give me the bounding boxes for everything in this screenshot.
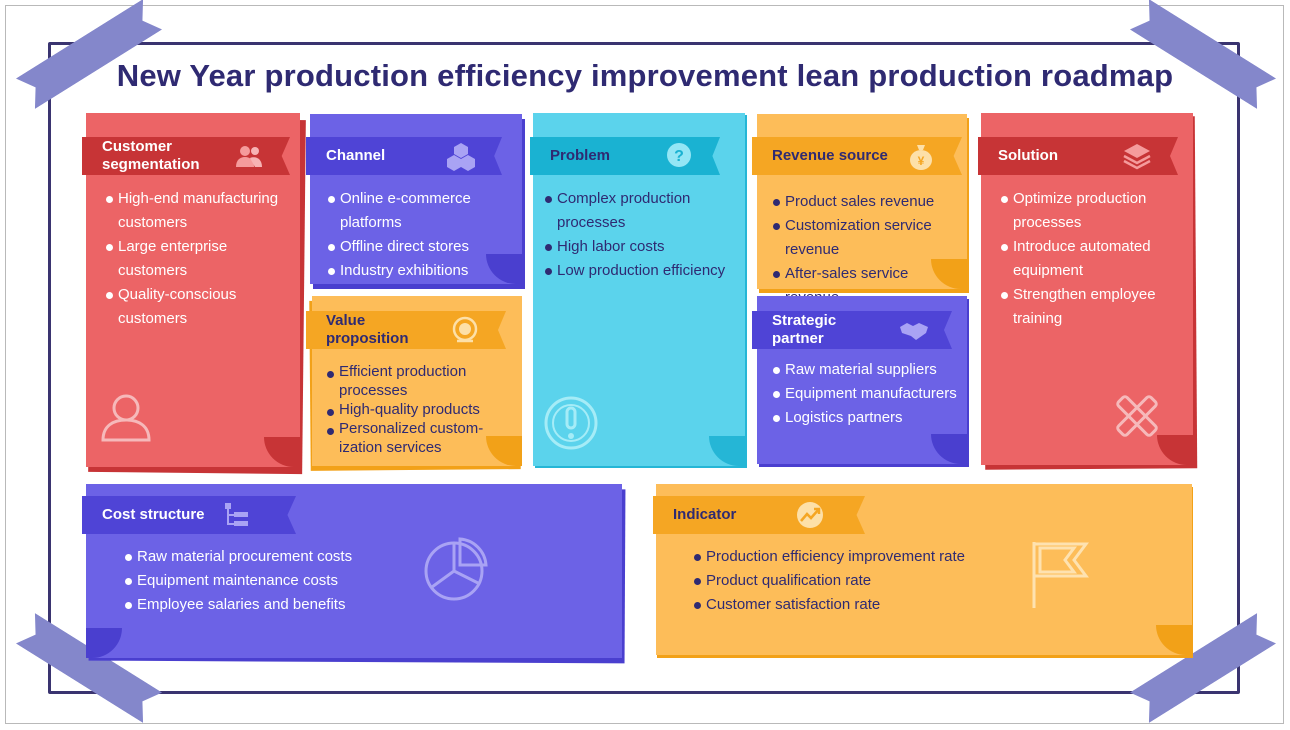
handshake-icon [900, 323, 928, 340]
tag-revenue-source: Revenue source ¥ [752, 137, 962, 175]
solution-label: Solution [998, 147, 1058, 164]
svg-text:?: ? [674, 148, 684, 165]
tag-value-proposition: Value proposition [306, 311, 506, 349]
question-bubble-icon: ? [667, 143, 691, 167]
person-outline-icon [101, 394, 151, 442]
list-item: Offline direct stores [328, 235, 508, 259]
list-item: High-end manufacturing customers [106, 187, 290, 235]
list-item: Product qualification rate [694, 569, 994, 593]
tools-icon [1116, 395, 1158, 437]
tag-solution: Solution [978, 137, 1178, 175]
list-item: Logistics partners [773, 406, 965, 430]
tag-strategic-partner: Strategic partner [752, 311, 952, 349]
indicator-list: Production efficiency improvement rate P… [694, 545, 994, 617]
list-item: Optimize production processes [1001, 187, 1186, 235]
list-item: Raw material suppliers [773, 358, 965, 382]
tag-channel: Channel [306, 137, 502, 175]
list-item: Low production efficiency [545, 259, 740, 283]
cost-structure-list: Raw material procurement costs Equipment… [125, 545, 415, 617]
strategic-partner-label: Strategic partner [772, 312, 837, 347]
value-proposition-label: Value proposition [326, 312, 409, 347]
customer-segmentation-label: Customer segmentation [102, 138, 200, 173]
board-frame [48, 42, 1240, 694]
list-item: Online e-commerce platforms [328, 187, 508, 235]
money-bag-icon: ¥ [910, 145, 932, 170]
revenue-source-label: Revenue source [772, 147, 888, 164]
list-item: Introduce automated equipment [1001, 235, 1186, 283]
pie-chart-icon [424, 537, 488, 601]
list-item: High-quality products [327, 400, 512, 419]
tag-customer-segmentation: Customer segmentation [82, 137, 290, 175]
tag-cost-structure: Cost structure [82, 496, 296, 534]
strategic-partner-list: Raw material suppliers Equipment manufac… [773, 358, 965, 430]
medal-icon [452, 316, 478, 343]
list-item: Employee salaries and benefits [125, 593, 415, 617]
cost-structure-label: Cost structure [102, 506, 205, 523]
svg-text:¥: ¥ [918, 154, 925, 168]
list-item: Personalized custom-ization services [327, 419, 512, 457]
flag-icon [1032, 542, 1089, 608]
customer-segmentation-list: High-end manufacturing customers Large e… [106, 187, 290, 331]
list-item: Industry exhibitions [328, 259, 508, 283]
list-item: Product sales revenue [773, 190, 965, 214]
problem-label: Problem [550, 147, 611, 164]
solution-list: Optimize production processes Introduce … [1001, 187, 1186, 331]
list-item: High labor costs [545, 235, 740, 259]
problem-list: Complex production processes High labor … [545, 187, 740, 283]
warning-circle-icon [544, 396, 598, 450]
list-item: Strengthen employee training [1001, 283, 1186, 331]
channel-label: Channel [326, 147, 386, 164]
list-item: Production efficiency improvement rate [694, 545, 994, 569]
list-item: Raw material procurement costs [125, 545, 415, 569]
value-proposition-list: Efficient production processes High-qual… [327, 362, 512, 457]
list-item: Customer satisfaction rate [694, 593, 994, 617]
page-title: New Year production efficiency improveme… [116, 58, 1174, 93]
list-item: Complex production processes [545, 187, 740, 235]
list-item: Equipment maintenance costs [125, 569, 415, 593]
outer-border [5, 5, 1284, 724]
cubes-icon [447, 143, 475, 171]
indicator-label: Indicator [673, 506, 737, 523]
people-icon [236, 146, 262, 167]
list-item: Large enterprise customers [106, 235, 290, 283]
layers-icon [1123, 144, 1151, 170]
trend-chart-icon [797, 502, 823, 528]
list-item: Customization service revenue [773, 214, 965, 262]
tag-indicator: Indicator [653, 496, 865, 534]
hierarchy-icon [225, 503, 248, 526]
tag-problem: Problem ? [530, 137, 720, 175]
list-item: Quality-conscious customers [106, 283, 290, 331]
list-item: Efficient production processes [327, 362, 512, 400]
list-item: Equipment manufacturers [773, 382, 965, 406]
channel-list: Online e-commerce platforms Offline dire… [328, 187, 508, 283]
revenue-source-list: Product sales revenue Customization serv… [773, 190, 965, 310]
